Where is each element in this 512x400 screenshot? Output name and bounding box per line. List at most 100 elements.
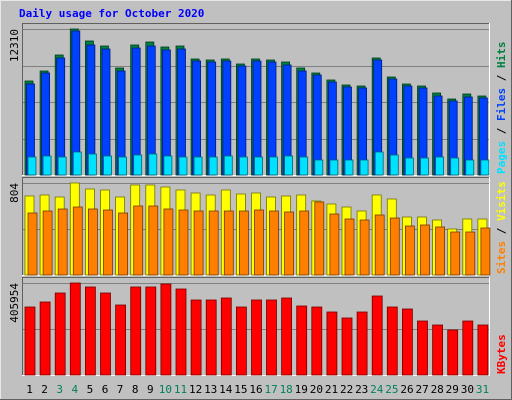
day-label-15: 15 [234, 383, 247, 396]
bar-kbytes-day-12 [190, 299, 202, 376]
bar-sites-day-2 [42, 210, 53, 276]
y-axis-max-label: 804 [8, 183, 21, 203]
bar-sites-day-16 [254, 209, 264, 276]
bar-pages-day-21 [329, 159, 339, 176]
bar-kbytes-day-26 [401, 308, 413, 376]
bar-sites-day-5 [88, 208, 98, 276]
legend-entry: Sites [495, 241, 508, 274]
bar-pages-day-24 [374, 151, 384, 176]
bar-kbytes-day-8 [130, 286, 142, 376]
day-label-5: 5 [87, 383, 94, 396]
bar-kbytes-day-15 [235, 306, 247, 376]
day-label-3: 3 [56, 383, 63, 396]
bar-pages-day-1 [27, 156, 37, 176]
bar-sites-day-10 [163, 208, 174, 276]
bar-kbytes-day-20 [311, 306, 323, 376]
legend-entry: / [495, 121, 508, 141]
bar-sites-day-9 [148, 205, 159, 276]
bar-pages-day-18 [284, 155, 294, 176]
bar-sites-day-30 [465, 231, 476, 276]
bar-pages-day-15 [238, 156, 248, 176]
bar-kbytes-day-25 [386, 306, 398, 376]
bar-kbytes-day-4 [69, 282, 81, 376]
day-label-10: 10 [159, 383, 172, 396]
bar-pages-day-4 [72, 151, 82, 176]
day-label-26: 26 [400, 383, 413, 396]
bar-pages-day-14 [223, 155, 233, 176]
bar-kbytes-day-28 [432, 324, 444, 376]
bar-sites-day-14 [223, 210, 234, 276]
bar-sites-day-8 [133, 205, 144, 276]
bar-kbytes-day-5 [85, 286, 96, 376]
day-label-19: 19 [295, 383, 308, 396]
bar-kbytes-day-29 [447, 329, 459, 376]
day-label-29: 29 [446, 383, 459, 396]
bar-kbytes-day-3 [54, 292, 66, 376]
day-label-7: 7 [117, 383, 124, 396]
bar-kbytes-day-16 [251, 299, 262, 376]
bar-kbytes-day-19 [296, 305, 308, 376]
bar-pages-day-10 [163, 155, 173, 176]
y-axis-max-label: 405954 [8, 283, 21, 323]
bar-pages-day-5 [88, 153, 97, 176]
day-label-14: 14 [219, 383, 233, 396]
bar-pages-day-26 [404, 157, 414, 176]
bar-pages-day-20 [314, 159, 324, 176]
day-label-13: 13 [204, 383, 217, 396]
bar-sites-day-24 [374, 214, 385, 276]
bar-kbytes-day-7 [115, 304, 126, 376]
bar-pages-day-23 [359, 159, 369, 176]
bar-pages-day-16 [254, 156, 263, 176]
bar-pages-day-31 [480, 159, 490, 176]
legend-entry: KBytes [495, 334, 508, 374]
bar-kbytes-day-31 [477, 324, 489, 376]
day-label-18: 18 [280, 383, 293, 396]
y-axis-max-label: 12310 [8, 29, 21, 62]
day-label-9: 9 [147, 383, 154, 396]
bar-pages-day-28 [435, 156, 445, 176]
bar-sites-day-26 [404, 225, 415, 276]
bar-sites-day-15 [238, 210, 249, 276]
bar-pages-day-17 [269, 156, 278, 176]
bar-kbytes-day-27 [417, 320, 428, 376]
day-label-12: 12 [189, 383, 202, 396]
legend-visits_sites: Sites / Visits [495, 181, 508, 274]
legend-hits_files_pages: Pages / Files / Hits [495, 42, 508, 175]
legend-entry: / [495, 68, 508, 88]
bar-sites-day-3 [57, 208, 68, 276]
day-label-22: 22 [340, 383, 353, 396]
bar-kbytes-day-2 [39, 301, 51, 376]
bar-pages-day-6 [103, 155, 112, 176]
bar-sites-day-25 [389, 217, 400, 276]
bar-pages-day-19 [299, 156, 309, 176]
bar-sites-day-20 [314, 201, 325, 276]
bar-kbytes-day-23 [356, 311, 368, 376]
bar-sites-day-27 [420, 224, 430, 276]
bar-kbytes-day-10 [160, 283, 172, 376]
bar-sites-day-18 [284, 211, 295, 276]
day-label-4: 4 [71, 383, 78, 396]
bar-sites-day-4 [72, 206, 83, 276]
bar-pages-day-29 [450, 157, 460, 176]
legend-entry: Pages [495, 141, 508, 174]
bar-pages-day-13 [208, 156, 218, 176]
bar-sites-day-6 [103, 209, 113, 276]
bar-pages-day-12 [193, 156, 203, 176]
bar-sites-day-22 [344, 218, 355, 276]
bar-kbytes-day-1 [24, 306, 36, 376]
page-title: Daily usage for October 2020 [19, 7, 205, 20]
bar-sites-day-13 [208, 210, 219, 276]
bar-pages-day-8 [133, 154, 143, 176]
day-label-2: 2 [41, 383, 48, 396]
bar-pages-day-27 [420, 157, 429, 176]
bar-sites-day-1 [27, 212, 38, 276]
legend-entry: Hits [495, 42, 508, 69]
bar-sites-day-19 [299, 210, 310, 276]
bar-sites-day-7 [118, 212, 128, 276]
day-label-31: 31 [476, 383, 489, 396]
bar-pages-day-25 [389, 154, 399, 176]
day-label-16: 16 [249, 383, 262, 396]
bar-kbytes-day-22 [341, 317, 353, 376]
bar-sites-day-29 [450, 231, 461, 276]
